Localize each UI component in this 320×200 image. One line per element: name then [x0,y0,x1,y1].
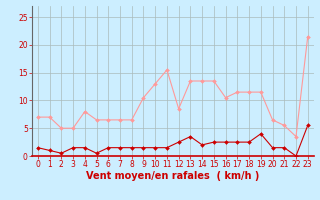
X-axis label: Vent moyen/en rafales  ( km/h ): Vent moyen/en rafales ( km/h ) [86,171,260,181]
